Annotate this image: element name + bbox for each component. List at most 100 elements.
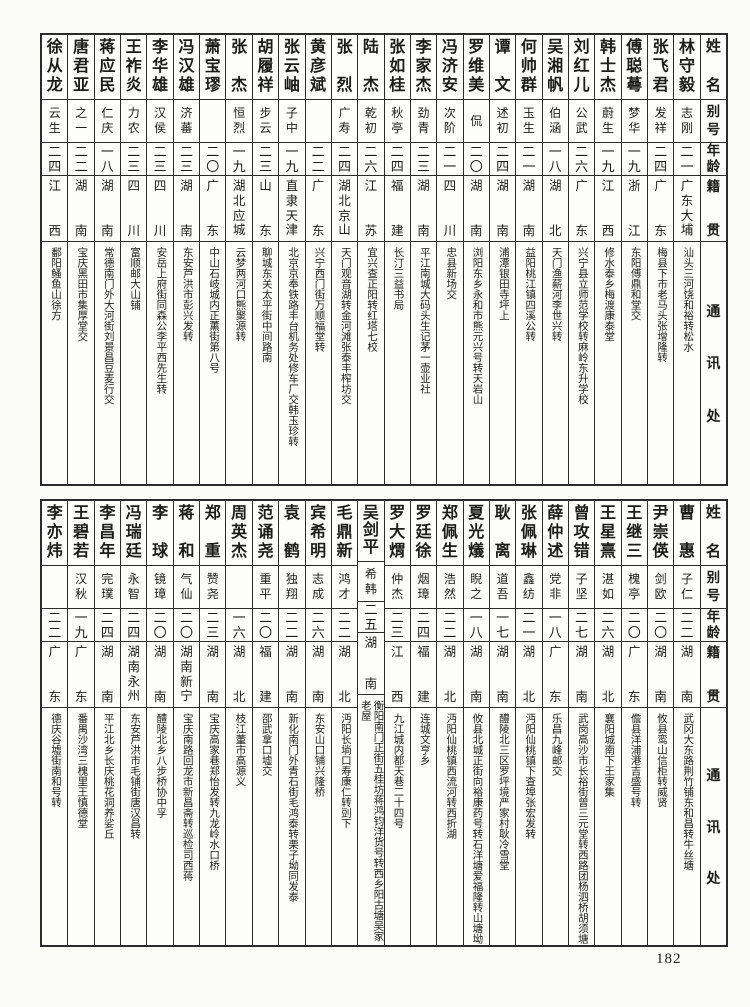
person-alias: 子中: [279, 99, 305, 142]
person-native-place: 江西: [595, 175, 621, 241]
person-native-place: 江西: [384, 641, 410, 707]
person-column: 刘红儿公武二六广东兴宁县立师范学校转麻岭东升学校: [567, 35, 595, 484]
person-column: 曹惠子仁二二湖南武冈大东路荆竹铺东和昌转牛丝塘: [673, 501, 700, 945]
person-address: 聊城东关太平街中间路南: [252, 241, 279, 484]
person-age: 二五: [358, 601, 384, 632]
person-native-place: 四川: [147, 175, 173, 241]
person-column: 罗廷徐烟璋二四福建连城文亨乡: [409, 501, 437, 945]
person-name: 张佩琳: [520, 505, 537, 560]
person-name: 冯瑞廷: [125, 505, 142, 560]
person-alias: 鸿才: [331, 565, 358, 608]
person-column: 蒋应民仁庆一八湖南常德南门外大河街刘景昌豆麦行交: [93, 35, 121, 484]
person-native-place: 湖南: [94, 175, 121, 241]
person-age: 二〇: [200, 142, 226, 175]
person-name: 罗维美: [468, 39, 485, 94]
person-age: 二二: [42, 608, 68, 641]
person-address: 襄阳城南下王家集: [595, 707, 621, 945]
person-age: 二〇: [173, 608, 200, 641]
person-alias: 党非: [542, 565, 568, 608]
person-alias: 剑欧: [647, 565, 674, 608]
person-column: 李球镜璋二〇湖南醴陵北乡八步桥协中孚: [146, 501, 173, 945]
person-column: 周英杰一六湖北枝江董市高源义: [225, 501, 252, 945]
person-age: 二六: [305, 608, 331, 641]
person-alias: 鑫纺: [516, 565, 542, 608]
person-alias: 之一: [68, 99, 94, 142]
person-address: 邵武拿口墟交: [252, 707, 279, 945]
person-age: 二一: [674, 142, 700, 175]
person-address: 枝江董市高源义: [226, 707, 252, 945]
person-name: 范诵尧: [257, 505, 274, 560]
person-name: 徐从龙: [46, 39, 63, 94]
person-name: 罗大煟: [389, 505, 406, 560]
person-age: 二七: [568, 608, 595, 641]
person-column: 耿离道吾一七湖南醴陵北三区罗坪境严家村耿冷雪堂: [488, 501, 516, 945]
person-name: 唐君亚: [73, 39, 90, 94]
person-name: 耿离: [494, 505, 511, 560]
person-native-place: 广东: [68, 641, 94, 707]
person-age: 二六: [595, 608, 621, 641]
person-column: 罗大煟仲杰二三江西九江城内都天巷二十四号: [383, 501, 410, 945]
person-age: 一九: [68, 608, 94, 641]
person-name: 毛鼎新: [336, 505, 353, 560]
person-native-place: 福建: [410, 641, 437, 707]
person-column: 陆杰乾初二六江苏宜兴查正阳转红塔七校: [357, 35, 384, 484]
person-address: 德庆谷墟街南和号转: [42, 707, 68, 945]
person-age: 二〇: [647, 608, 674, 641]
person-native-place: 湖南新宁: [173, 641, 200, 707]
person-name: 韩士杰: [599, 39, 616, 94]
person-name: 冯济安: [441, 39, 458, 94]
person-age: 二一: [516, 142, 542, 175]
person-name: 郑佩生: [441, 505, 458, 560]
person-native-place: 湖北: [516, 641, 542, 707]
person-age: 二四: [42, 142, 68, 175]
person-address: 宜兴查正阳转红塔七校: [358, 241, 384, 484]
person-age: 一八: [542, 142, 568, 175]
header-age: 年龄: [700, 142, 726, 175]
person-name: 萧宝璆: [204, 39, 221, 94]
person-address: 醴陵北三区罗坪境严家村耿冷雪堂: [489, 707, 516, 945]
person-column: 张杰恒烈一九湖北应城云梦两河口熊聚源转: [225, 35, 252, 484]
person-alias: 次阶: [437, 99, 463, 142]
person-column: 冯济安次阶二一四川忠县新场交: [436, 35, 463, 484]
person-column: 张烈广寿二四湖北京山天门观音湖转金河滩张泰丰榨坊交: [330, 35, 358, 484]
person-column: 何帅群玉生二一湖南益阳桃江镇四溪公转: [515, 35, 542, 484]
person-alias: 云生: [42, 99, 68, 142]
person-alias: [200, 99, 226, 142]
header-alias: 别号: [700, 565, 726, 608]
person-name: 张如桂: [389, 39, 406, 94]
person-age: 一八: [463, 608, 489, 641]
person-column: 郑佩生浩然二二湖北沔阳仙桃镇西流河转西折湖: [436, 501, 463, 945]
person-address: 浦潭银田寺坪上: [489, 241, 516, 484]
person-column: 王祚炎力农二三四川富顺邮大山铺: [120, 35, 147, 484]
person-address: 益阳桃江镇四溪公转: [516, 241, 542, 484]
person-name: 尹崇偀: [652, 505, 669, 560]
person-native-place: 湖南: [463, 641, 489, 707]
person-column: 谭文述初二四湖南浦潭银田寺坪上: [488, 35, 516, 484]
person-column: 王星熹湛如二六湖北襄阳城南下王家集: [594, 501, 621, 945]
person-column: 宾希明志成二六湖南东安山口铺兴隆桥: [304, 501, 331, 945]
person-native-place: 广东: [621, 641, 647, 707]
person-native-place: 广东: [568, 175, 595, 241]
person-alias: 志刚: [674, 99, 700, 142]
person-name: 张飞君: [652, 39, 669, 94]
person-alias: 述初: [489, 99, 516, 142]
person-alias: 秋亭: [384, 99, 410, 142]
person-name: 周英杰: [231, 505, 248, 560]
person-alias: 步云: [252, 99, 279, 142]
person-alias: 仲杰: [384, 565, 410, 608]
person-address: 九江城内都天巷二十四号: [384, 707, 410, 945]
person-address: 东安芦洪市毛铺街唐汉昌转: [121, 707, 147, 945]
person-alias: 汉侯: [147, 99, 173, 142]
person-address: 中山石岐城内正薰街第八号: [200, 241, 226, 484]
person-name: 王继三: [626, 505, 643, 560]
person-name: 李昌年: [99, 505, 116, 560]
person-name: 曾攻错: [573, 505, 590, 560]
person-address: 武冈大东路荆竹铺东和昌转牛丝塘: [674, 707, 700, 945]
person-address: 宝庆黑田市集厚堂交: [68, 241, 94, 484]
person-alias: 浩然: [437, 565, 463, 608]
person-name: 谭文: [494, 39, 511, 94]
person-address: 沔阳仙桃镇西流河转西折湖: [437, 707, 463, 945]
person-age: 一八: [542, 608, 568, 641]
person-native-place: 湖北京山: [331, 175, 358, 241]
person-native-place: 湖南: [489, 175, 516, 241]
